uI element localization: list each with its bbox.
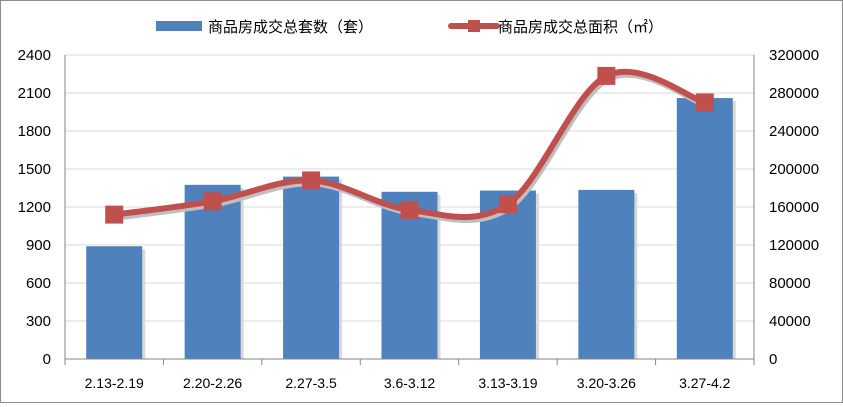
line-marker [105, 205, 124, 224]
line-marker [203, 192, 222, 211]
bar [86, 246, 143, 359]
axes: 0 0 300 40000 600 80000 900 120000 1200 160000 150… [18, 47, 819, 391]
legend: 商品房成交总套数（套） 商品房成交总面积（㎡） [156, 18, 663, 36]
right-tick-label: 120000 [769, 237, 819, 254]
bar [184, 184, 241, 359]
left-tick-label: 900 [26, 237, 51, 254]
category-label: 2.20-2.26 [183, 375, 242, 391]
right-tick-label: 0 [769, 351, 777, 368]
left-tick-label: 300 [26, 313, 51, 330]
bar [676, 98, 733, 360]
right-tick-label: 80000 [769, 275, 811, 292]
bar [578, 189, 635, 359]
legend-label-line: 商品房成交总面积（㎡） [498, 18, 663, 36]
right-tick-label: 320000 [769, 47, 819, 64]
line-marker [695, 93, 714, 112]
category-label: 2.27-3.5 [285, 375, 337, 391]
line-marker [498, 195, 517, 214]
category-label: 3.13-3.19 [478, 375, 537, 391]
left-tick-label: 1800 [18, 123, 51, 140]
bar [283, 176, 340, 359]
right-tick-label: 200000 [769, 161, 819, 178]
left-tick-label: 1200 [18, 199, 51, 216]
bar-series [86, 98, 736, 360]
bar [381, 191, 438, 359]
category-label: 3.20-3.26 [577, 375, 636, 391]
legend-swatch-bar [156, 21, 202, 31]
right-tick-label: 40000 [769, 313, 811, 330]
line-marker [302, 171, 321, 190]
legend-swatch-marker [468, 20, 480, 32]
right-tick-label: 280000 [769, 85, 819, 102]
category-label: 3.6-3.12 [384, 375, 436, 391]
category-label: 3.27-4.2 [679, 375, 731, 391]
line-marker [400, 200, 419, 219]
left-tick-label: 1500 [18, 161, 51, 178]
left-tick-label: 2100 [18, 85, 51, 102]
left-tick-label: 2400 [18, 47, 51, 64]
right-tick-label: 160000 [769, 199, 819, 216]
legend-label-bar: 商品房成交总套数（套） [208, 18, 373, 36]
left-tick-label: 0 [43, 351, 51, 368]
category-label: 2.13-2.19 [85, 375, 144, 391]
line-series [105, 66, 714, 224]
line-marker [597, 66, 616, 85]
right-tick-label: 240000 [769, 123, 819, 140]
left-tick-label: 600 [26, 275, 51, 292]
